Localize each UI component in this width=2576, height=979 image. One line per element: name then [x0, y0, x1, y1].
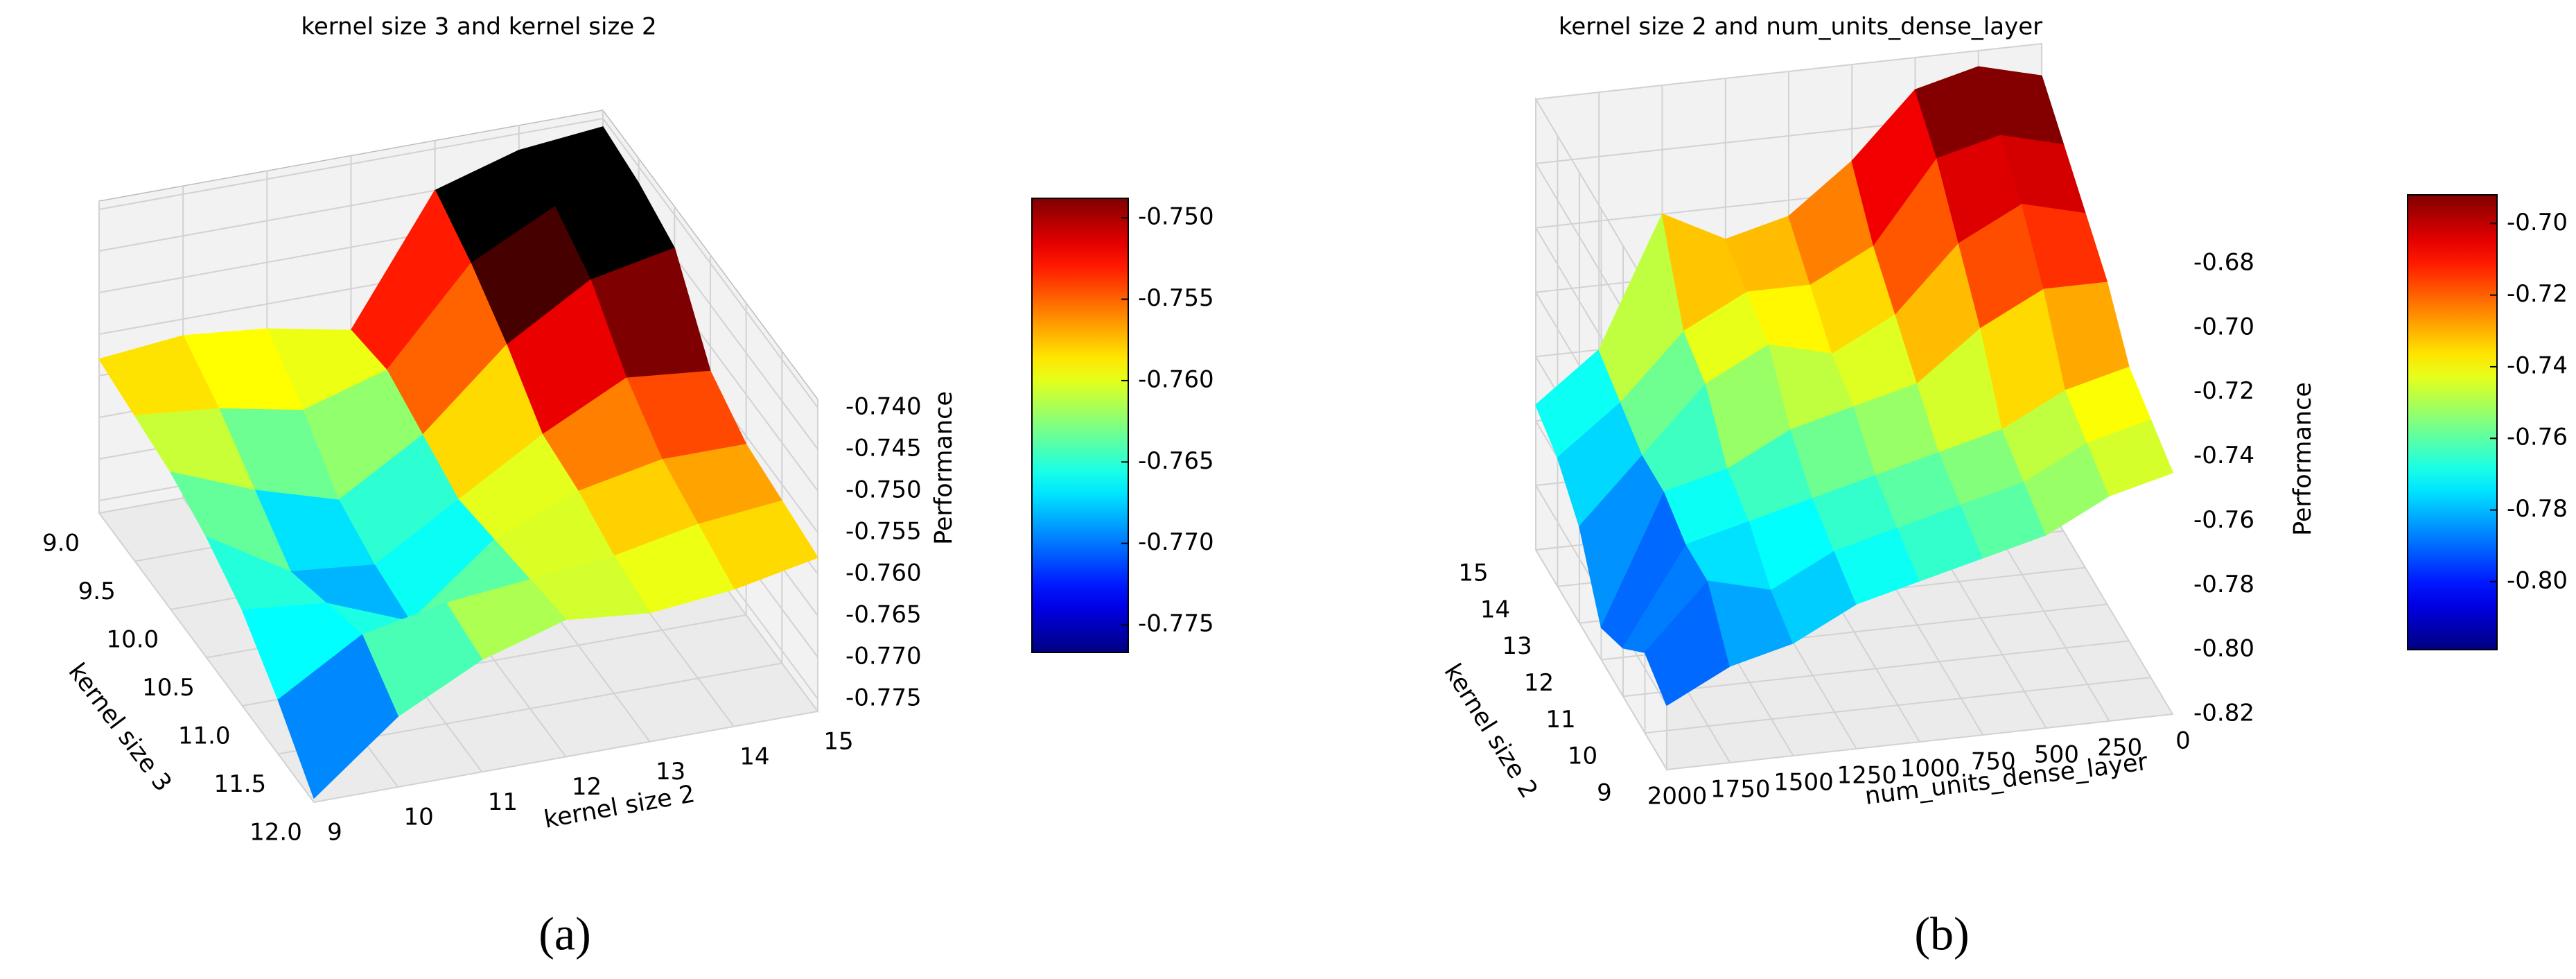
- colorbar-tick-label: -0.74: [2507, 352, 2568, 379]
- z-tick-label: -0.82: [2193, 700, 2254, 727]
- z-tick-label: -0.80: [2193, 635, 2254, 663]
- x-tick-label: 1750: [1710, 776, 1771, 804]
- colorbar-tick-label: -0.78: [2507, 495, 2568, 523]
- grid-line: [313, 711, 818, 803]
- grid-line: [1622, 640, 2130, 698]
- colorbar-tick-label: -0.80: [2507, 566, 2568, 594]
- colorbar-tick-label: -0.72: [2507, 280, 2568, 308]
- colorbar: [2407, 194, 2498, 650]
- y-tick-label: 9.0: [42, 530, 80, 557]
- surface-plot: 9 10 11 12 13 14 15 9.0 9.5 10.0 10.5 11.0 11.5 12.0 -…: [42, 108, 1214, 847]
- z-tick-label: -0.745: [845, 435, 922, 462]
- z-tick-label: -0.740: [845, 393, 922, 421]
- y-tick-label: 10.5: [142, 674, 195, 702]
- colorbar: [1031, 198, 1129, 653]
- y-tick-label: 12: [1524, 669, 1554, 697]
- y-tick-label: 15: [1458, 560, 1488, 587]
- x-tick-label: 12: [572, 773, 602, 801]
- z-tick-label: -0.765: [845, 601, 922, 629]
- surface-face: [277, 634, 398, 799]
- x-tick-label: 1250: [1837, 762, 1897, 790]
- y-tick-label: 9.5: [78, 578, 116, 605]
- z-axis-label: Performance: [930, 391, 958, 545]
- z-tick-label: -0.750: [845, 476, 922, 504]
- plots: 91011121314159.09.510.010.511.011.512.0-…: [42, 43, 2568, 847]
- z-tick-label: -0.68: [2193, 249, 2254, 277]
- y-tick-label: 11.5: [213, 770, 266, 798]
- x-tick-label: 13: [656, 758, 685, 786]
- colorbar-tick-label: -0.770: [1138, 528, 1214, 556]
- y-tick-label: 10.0: [106, 626, 159, 654]
- grid-line: [98, 118, 604, 210]
- x-tick-label: 250: [2097, 734, 2142, 762]
- colorbar-tick-label: -0.755: [1138, 284, 1214, 312]
- panel-label: (b): [1914, 908, 1969, 960]
- y-tick-label: 12.0: [249, 819, 302, 847]
- chart-title: kernel size 2 and num_units_dense_layer: [1559, 13, 2042, 41]
- colorbar-tick-label: -0.76: [2507, 424, 2568, 451]
- grid-line: [1666, 713, 2173, 770]
- z-tick-label: -0.770: [845, 643, 922, 670]
- x-tick-label: 1500: [1773, 769, 1834, 797]
- z-tick-label: -0.775: [845, 684, 922, 712]
- colorbar-tick-label: -0.70: [2507, 209, 2568, 236]
- colorbar-tick-label: -0.760: [1138, 365, 1214, 393]
- z-tick-label: -0.74: [2193, 442, 2254, 469]
- x-tick-label: 1000: [1900, 755, 1961, 783]
- grid-line: [1535, 549, 1667, 770]
- y-tick-label: 11: [1545, 706, 1575, 734]
- x-tick-label: 10: [404, 804, 434, 831]
- grid-line: [1535, 43, 2042, 100]
- z-tick-label: -0.755: [845, 518, 922, 546]
- y-tick-label: 14: [1480, 596, 1510, 623]
- y-tick-label: 13: [1502, 632, 1532, 660]
- x-tick-label: 9: [327, 819, 342, 847]
- z-tick-label: -0.70: [2193, 313, 2254, 340]
- z-tick-label: -0.78: [2193, 571, 2254, 598]
- x-tick-label: 750: [1971, 748, 2016, 776]
- colorbar-tick-label: -0.765: [1138, 447, 1214, 475]
- y-tick-label: 9: [1597, 779, 1612, 807]
- x-tick-label: 11: [488, 788, 518, 816]
- chart-title: kernel size 3 and kernel size 2: [301, 13, 656, 41]
- x-tick-label: 2000: [1647, 783, 1708, 811]
- z-tick-label: -0.760: [845, 560, 922, 587]
- x-tick-label: 500: [2034, 741, 2079, 769]
- panel-label: (a): [538, 908, 590, 960]
- y-tick-label: 11.0: [178, 722, 231, 750]
- x-tick-label: 15: [823, 728, 853, 756]
- grid-line: [1645, 677, 2151, 734]
- y-tick-label: 10: [1568, 743, 1597, 770]
- colorbar-tick-label: -0.750: [1138, 203, 1214, 231]
- x-tick-label: 0: [2175, 727, 2191, 755]
- z-tick-label: -0.76: [2193, 506, 2254, 534]
- colorbar-tick-label: -0.775: [1138, 610, 1214, 638]
- z-axis-label: Performance: [2289, 382, 2317, 536]
- surface-face: [2087, 419, 2173, 496]
- x-tick-label: 14: [739, 743, 769, 770]
- grid-line: [602, 118, 818, 408]
- z-tick-label: -0.72: [2193, 377, 2254, 405]
